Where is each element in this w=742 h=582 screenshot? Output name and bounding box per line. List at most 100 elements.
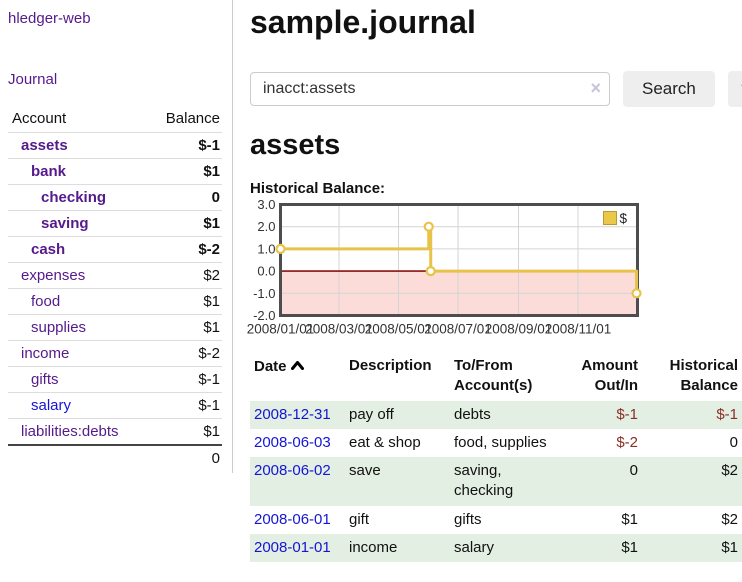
transaction-balance: $1 [721,538,738,556]
transaction-amount: $1 [621,538,638,556]
register-header-amount: Amount Out/In [581,357,638,395]
transaction-balance: 0 [729,433,738,451]
x-axis-tick-label: 2008/11/01 [545,322,612,337]
account-row: gifts $-1 [8,366,222,393]
accounts-header-account: Account [8,106,148,133]
search-input[interactable] [250,72,610,106]
sidebar: hledger-web Journal Account Balance asse… [0,0,233,473]
app-title-link[interactable]: hledger-web [8,10,91,27]
account-row: liabilities:debts $1 [8,418,222,446]
transaction-description: income [349,538,398,556]
data-point-marker [423,221,434,232]
accounts-total-row: 0 [8,444,222,471]
search-help-button[interactable]: ? [727,71,742,107]
legend-swatch [603,211,617,225]
account-link-expenses[interactable]: expenses [21,267,86,284]
account-link-income[interactable]: income [21,345,70,362]
account-link-checking[interactable]: checking [41,189,107,206]
transaction-date-link[interactable]: 2008-06-02 [254,462,331,479]
historical-balance-chart: 3.0 2.0 1.0 0.0 -1.0 -2.0 2008/01/01 2008/03/01… [247,197,742,339]
y-axis-tick-label: 2.0 [257,219,275,234]
transaction-accounts: food, supplies [454,433,547,451]
transaction-accounts: salary [454,538,495,556]
x-axis-tick-label: 2008/09/01 [485,322,553,337]
x-axis-tick-label: 2008/01/01 [247,322,315,337]
account-row: supplies $1 [8,314,222,341]
accounts-header-balance: Balance [147,106,222,133]
plot-border [279,203,639,317]
clear-search-icon[interactable]: × [590,78,601,98]
account-row: assets $-1 [8,132,222,159]
y-axis-tick-label: -1.0 [253,286,275,301]
x-axis-tick-label: 2008/07/01 [424,322,492,337]
register-row: 2008-06-03 eat & shop food, supplies $-2 0 [250,429,742,457]
register-header-row: Date Description To/From Account(s) Amou… [250,353,742,401]
transaction-description: save [349,462,381,479]
transaction-accounts: debts [454,405,491,423]
search-button[interactable]: Search [623,71,715,107]
app-layout: hledger-web Journal Account Balance asse… [0,0,742,562]
account-link-gifts[interactable]: gifts [31,371,59,388]
account-link-supplies[interactable]: supplies [31,319,87,336]
account-balance: $-1 [147,392,222,419]
accounts-total-value: 0 [147,444,222,471]
search-box: × [250,72,610,106]
account-heading: assets [250,129,341,161]
account-row: food $1 [8,288,222,315]
accounts-table: Account Balance assets $-1 bank $1 checking 0… [8,106,222,471]
account-link-saving[interactable]: saving [41,215,89,232]
account-balance: $-1 [147,366,222,393]
sidebar-item-journal[interactable]: Journal [8,71,58,88]
register-header-description: Description [349,357,432,374]
balance-chart-svg: 3.0 2.0 1.0 0.0 -1.0 -2.02008/01/012008/03/01… [247,197,642,337]
account-balance: $1 [147,158,222,185]
transaction-amount: $1 [621,510,638,528]
account-balance: $2 [147,262,222,289]
account-link-liabilities-debts[interactable]: liabilities:debts [21,423,119,440]
transaction-accounts: gifts [454,510,482,528]
account-row: checking 0 [8,184,222,211]
data-point-marker [631,288,642,299]
register-header-date[interactable]: Date [250,353,345,401]
account-link-cash[interactable]: cash [31,241,66,258]
transaction-description: eat & shop [349,433,421,451]
register-header-accounts: To/From Account(s) [454,357,533,395]
transaction-amount: $-1 [616,405,638,423]
account-balance: $-1 [147,132,222,159]
transaction-amount: 0 [629,462,638,479]
account-link-salary[interactable]: salary [31,397,72,414]
chart-title: Historical Balance: [250,180,386,197]
account-row: bank $1 [8,158,222,185]
transaction-date-link[interactable]: 2008-06-03 [254,433,331,451]
account-link-assets[interactable]: assets [21,137,68,154]
account-balance: 0 [147,184,222,211]
register-row: 2008-06-01 gift gifts $1 $2 [250,506,742,534]
account-balance: $-2 [147,340,222,367]
transaction-date-link[interactable]: 2008-06-01 [254,510,331,528]
register-row: 2008-12-31 pay off debts $-1 $-1 [250,400,742,429]
date-header-label: Date [254,358,287,375]
accounts-header-row: Account Balance [8,106,222,133]
account-balance: $-2 [147,236,222,263]
account-link-bank[interactable]: bank [31,163,67,180]
transaction-date-link[interactable]: 2008-12-31 [254,405,331,423]
x-axis-tick-label: 2008/05/01 [365,322,433,337]
account-row: salary $-1 [8,392,222,419]
transaction-amount: $-2 [616,433,638,451]
legend-label: $ [620,211,628,226]
y-axis-tick-label: 1.0 [257,241,275,256]
transaction-balance: $2 [721,510,738,528]
x-axis-tick-label: 2008/03/01 [305,322,373,337]
account-balance: $1 [147,314,222,341]
y-axis-tick-label: -2.0 [253,308,275,323]
account-balance: $1 [147,210,222,237]
transaction-date-link[interactable]: 2008-01-01 [254,538,331,556]
transaction-description: gift [349,510,370,528]
data-point-marker [275,243,286,255]
page-title: sample.journal [250,4,476,40]
register-row: 2008-06-02 save saving, checking 0 $2 [250,457,742,506]
register-table: Date Description To/From Account(s) Amou… [250,353,742,562]
account-link-food[interactable]: food [31,293,61,310]
sort-ascending-icon [290,356,304,376]
transaction-balance: $2 [721,462,738,479]
